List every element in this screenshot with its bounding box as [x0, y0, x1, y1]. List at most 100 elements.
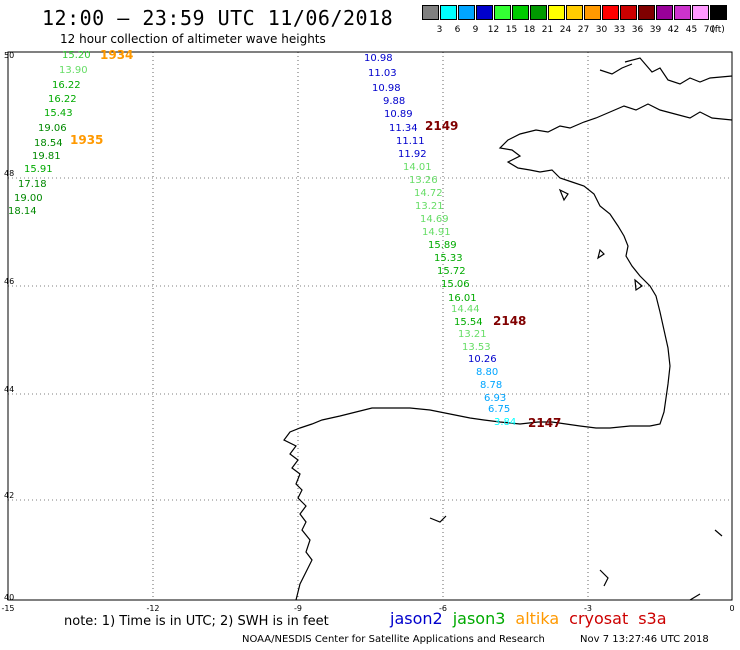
inland-feature-1: [429, 515, 447, 523]
island-3: [634, 278, 643, 292]
wave-height-value: 19.00: [14, 193, 43, 204]
satellite-legend-item: s3a: [638, 609, 667, 628]
latitude-tick-label: 46: [4, 277, 14, 286]
colorbar-label: 12: [487, 25, 500, 35]
wave-height-value: 11.11: [396, 136, 425, 147]
footnote: note: 1) Time is in UTC; 2) SWH is in fe…: [64, 614, 329, 629]
colorbar-swatch: [692, 5, 709, 20]
colorbar-label: 21: [541, 25, 554, 35]
wave-height-value: 10.98: [372, 83, 401, 94]
longitude-tick-label: -12: [146, 604, 159, 613]
wave-height-value: 18.14: [8, 206, 37, 217]
coast-brittany: [498, 103, 733, 427]
inland-feature-4: [689, 593, 701, 601]
wave-height-value: 15.20: [62, 50, 91, 61]
wave-height-value: 18.54: [34, 138, 63, 149]
wave-height-value: 13.90: [59, 65, 88, 76]
colorbar-label: 27: [577, 25, 590, 35]
pass-time-label: 2149: [425, 119, 458, 133]
inland-feature-3: [714, 529, 723, 537]
longitude-ticks: -15 -12 -9 -6 -3 0: [1, 604, 734, 613]
satellite-legend-item: cryosat: [569, 609, 629, 628]
colorbar-label: 45: [685, 25, 698, 35]
longitude-tick-label: -3: [584, 604, 592, 613]
wave-height-value: 13.21: [415, 201, 444, 212]
coast-iberia-north: [283, 407, 650, 601]
map-title: 12:00 — 23:59 UTC 11/06/2018: [42, 6, 394, 30]
wave-height-value: 14.91: [422, 227, 451, 238]
inland-feature-2: [599, 569, 609, 587]
wave-height-value: 16.22: [48, 94, 77, 105]
colorbar-swatch: [602, 5, 619, 20]
wave-height-value: 15.89: [428, 240, 457, 251]
map-frame: [7, 51, 733, 601]
colorbar-label: 9: [472, 25, 479, 35]
coastline: [283, 57, 733, 601]
coast-cornwall: [599, 63, 633, 75]
wave-height-value: 11.03: [368, 68, 397, 79]
latitude-tick-label: 50: [4, 51, 14, 60]
colorbar-label: 18: [523, 25, 536, 35]
wave-height-value: 16.01: [448, 293, 477, 304]
satellite-legend-item: altika: [515, 609, 560, 628]
satellite-legend: jason2 jason3 altika cryosat s3a: [390, 609, 677, 628]
island-1: [558, 188, 569, 202]
colorbar-swatch: [584, 5, 601, 20]
wave-height-value: 11.34: [389, 123, 418, 134]
pass-time-label: 2147: [528, 416, 561, 430]
colorbar-label: 33: [613, 25, 626, 35]
latitude-tick-label: 48: [4, 169, 14, 178]
colorbar-swatch: [566, 5, 583, 20]
satellite-legend-item: jason3: [452, 609, 506, 628]
wave-height-value: 11.92: [398, 149, 427, 160]
pass-time-label: 1934: [100, 48, 133, 62]
island-2: [597, 248, 605, 260]
colorbar-swatch: [548, 5, 565, 20]
wave-height-value: 15.54: [454, 317, 483, 328]
wave-height-value: 10.89: [384, 109, 413, 120]
pass-time-label: 1935: [70, 133, 103, 147]
wave-height-value: 15.06: [441, 279, 470, 290]
wave-height-value: 15.33: [434, 253, 463, 264]
colorbar-swatch: [620, 5, 637, 20]
wave-height-value: 19.81: [32, 151, 61, 162]
latitude-ticks: 50 48 46 44 42 40: [4, 51, 14, 602]
colorbar-swatch: [638, 5, 655, 20]
wave-height-value: 13.26: [409, 175, 438, 186]
colorbar-label: 42: [667, 25, 680, 35]
longitude-tick-label: -9: [294, 604, 302, 613]
wave-height-value: 14.44: [451, 304, 480, 315]
generated-timestamp: Nov 7 13:27:46 UTC 2018: [580, 634, 709, 645]
wave-height-value: 13.21: [458, 329, 487, 340]
colorbar-swatch: [422, 5, 439, 20]
credit-line: NOAA/NESDIS Center for Satellite Applica…: [242, 634, 545, 645]
altimeter-tracks: 15.20 13.90 16.22 16.22 15.43 19.06 18.54 19.81…: [8, 48, 561, 430]
colorbar-label: 15: [505, 25, 518, 35]
colorbar-swatch: [494, 5, 511, 20]
colorbar-unit: (ft): [711, 25, 725, 35]
wave-height-value: 6.75: [488, 404, 510, 415]
colorbar-label: 3: [436, 25, 443, 35]
longitude-tick-label: -6: [439, 604, 447, 613]
colorbar-label: 70: [703, 25, 716, 35]
colorbar-label: 30: [595, 25, 608, 35]
colorbar-swatch: [458, 5, 475, 20]
latitude-tick-label: 42: [4, 491, 14, 500]
wave-height-value: 17.18: [18, 179, 47, 190]
colorbar-swatch: [530, 5, 547, 20]
wave-height-value: 19.06: [38, 123, 67, 134]
colorbar-swatch: [710, 5, 727, 20]
colorbar-label: 24: [559, 25, 572, 35]
longitude-tick-label: -15: [1, 604, 14, 613]
wave-height-value: 16.22: [52, 80, 81, 91]
wave-height-value: 15.43: [44, 108, 73, 119]
wave-height-value: 13.53: [462, 342, 491, 353]
graticule: [8, 52, 732, 600]
colorbar-label: 36: [631, 25, 644, 35]
colorbar-label: 6: [454, 25, 461, 35]
wave-height-value: 15.72: [437, 266, 466, 277]
wave-height-value: 9.88: [383, 96, 405, 107]
coast-england: [624, 57, 733, 85]
colorbar-swatch: [476, 5, 493, 20]
